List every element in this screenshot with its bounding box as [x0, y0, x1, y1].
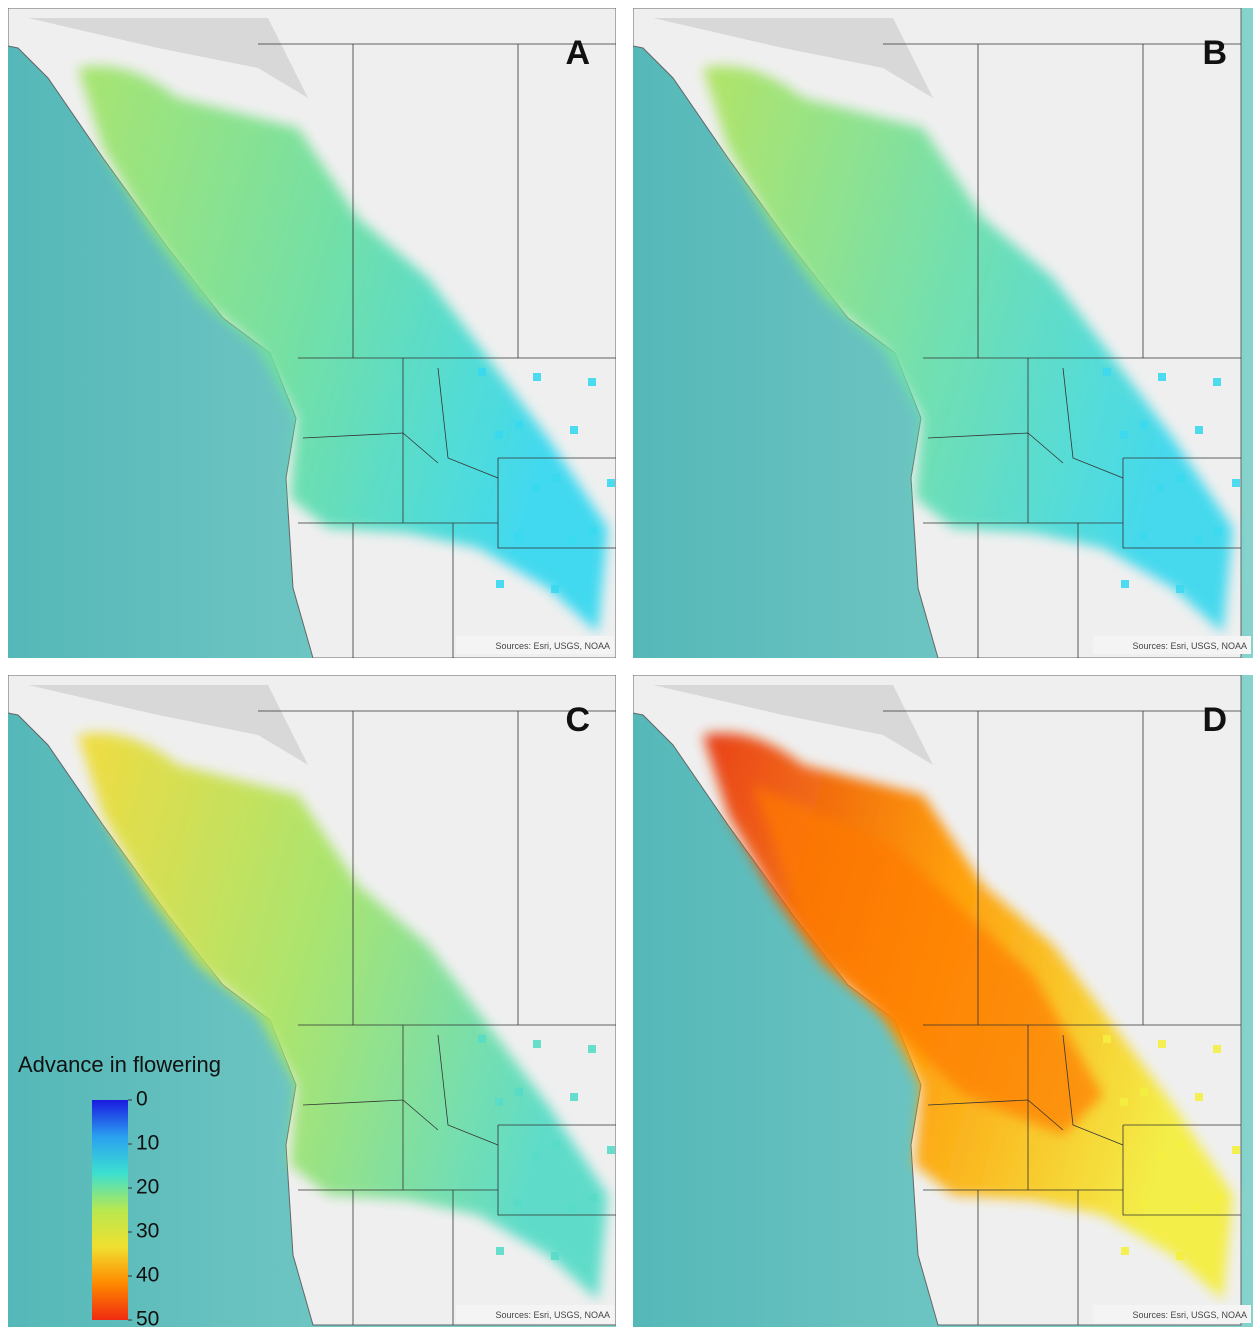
heat-cell: [1232, 479, 1240, 487]
heat-cell: [1139, 1199, 1147, 1207]
heat-cell: [1232, 1146, 1240, 1154]
heat-cell: [478, 368, 486, 376]
heat-cell: [533, 1040, 541, 1048]
heat-cell: [495, 1098, 503, 1106]
source-text: Sources: Esri, USGS, NOAA: [1132, 1310, 1247, 1320]
heat-cell: [607, 479, 615, 487]
legend-tick-label: 50: [136, 1308, 159, 1327]
heat-cell: [514, 1199, 522, 1207]
heat-cell: [1158, 373, 1166, 381]
heat-cell: [589, 527, 597, 535]
legend-tick-label: 30: [136, 1220, 159, 1243]
colorbar: [92, 1100, 128, 1320]
map: A Sources: Esri, USGS, NOAA: [8, 8, 616, 658]
heat-cell: [588, 378, 596, 386]
heat-cell: [515, 421, 523, 429]
legend-tick-label: 10: [136, 1132, 159, 1155]
heat-cell: [588, 1045, 596, 1053]
heat-cell: [1120, 431, 1128, 439]
heat-cell: [551, 585, 559, 593]
figure: A Sources: Esri, USGS, NOAA B Sources: Esri…: [0, 0, 1253, 1327]
heat-cell: [1194, 1204, 1202, 1212]
heat-cell: [1139, 532, 1147, 540]
heat-cell: [1140, 421, 1148, 429]
heat-cell: [1157, 1151, 1165, 1159]
map: D Sources: Esri, USGS, NOAA: [633, 675, 1253, 1327]
heat-cell: [1158, 1040, 1166, 1048]
heat-cell: [570, 1093, 578, 1101]
heat-cell: [552, 1141, 560, 1149]
heat-cell: [532, 484, 540, 492]
heat-cell: [551, 1252, 559, 1260]
legend-tick-label: 40: [136, 1264, 159, 1287]
heat-cell: [552, 474, 560, 482]
heat-cell: [569, 1204, 577, 1212]
heat-cell: [1177, 474, 1185, 482]
heat-cell: [1103, 1035, 1111, 1043]
map-panel: D Sources: Esri, USGS, NOAA: [633, 675, 1253, 1327]
heat-cell: [1194, 537, 1202, 545]
heat-cell: [495, 431, 503, 439]
map-panel: B Sources: Esri, USGS, NOAA: [633, 8, 1253, 658]
source-text: Sources: Esri, USGS, NOAA: [495, 1310, 610, 1320]
heat-cell: [1176, 1252, 1184, 1260]
source-text: Sources: Esri, USGS, NOAA: [495, 641, 610, 651]
heat-cell: [1214, 527, 1222, 535]
heat-cell: [496, 580, 504, 588]
heat-cell: [1214, 1194, 1222, 1202]
heat-cell: [514, 532, 522, 540]
legend-tick-label: 0: [136, 1088, 148, 1111]
heat-cell: [515, 1088, 523, 1096]
heat-cell: [1121, 580, 1129, 588]
heat-cell: [496, 1247, 504, 1255]
heat-cell: [570, 426, 578, 434]
heat-cell: [1177, 1141, 1185, 1149]
legend-tick-label: 20: [136, 1176, 159, 1199]
map: B Sources: Esri, USGS, NOAA: [633, 8, 1253, 658]
heat-cell: [1195, 426, 1203, 434]
heat-cell: [1121, 1247, 1129, 1255]
heat-cell: [1103, 368, 1111, 376]
panel-label: D: [1202, 701, 1227, 739]
heat-cell: [1140, 1088, 1148, 1096]
heat-cell: [1195, 1093, 1203, 1101]
panel-label: B: [1202, 34, 1227, 72]
heat-cell: [607, 1146, 615, 1154]
heat-cell: [1176, 585, 1184, 593]
legend-title: Advance in flowering: [18, 1052, 221, 1077]
heat-cell: [1213, 1045, 1221, 1053]
panel-label: A: [565, 34, 590, 72]
legend: Advance in flowering 0 10 20 30 40 50: [8, 1040, 308, 1327]
source-text: Sources: Esri, USGS, NOAA: [1132, 641, 1247, 651]
heat-cell: [532, 1151, 540, 1159]
heat-cell: [1213, 378, 1221, 386]
heat-cell: [478, 1035, 486, 1043]
heat-cell: [1120, 1098, 1128, 1106]
heat-cell: [569, 537, 577, 545]
heat-cell: [1157, 484, 1165, 492]
heat-cell: [589, 1194, 597, 1202]
panel-label: C: [565, 701, 590, 739]
heat-cell: [533, 373, 541, 381]
map-panel: A Sources: Esri, USGS, NOAA: [8, 8, 616, 658]
